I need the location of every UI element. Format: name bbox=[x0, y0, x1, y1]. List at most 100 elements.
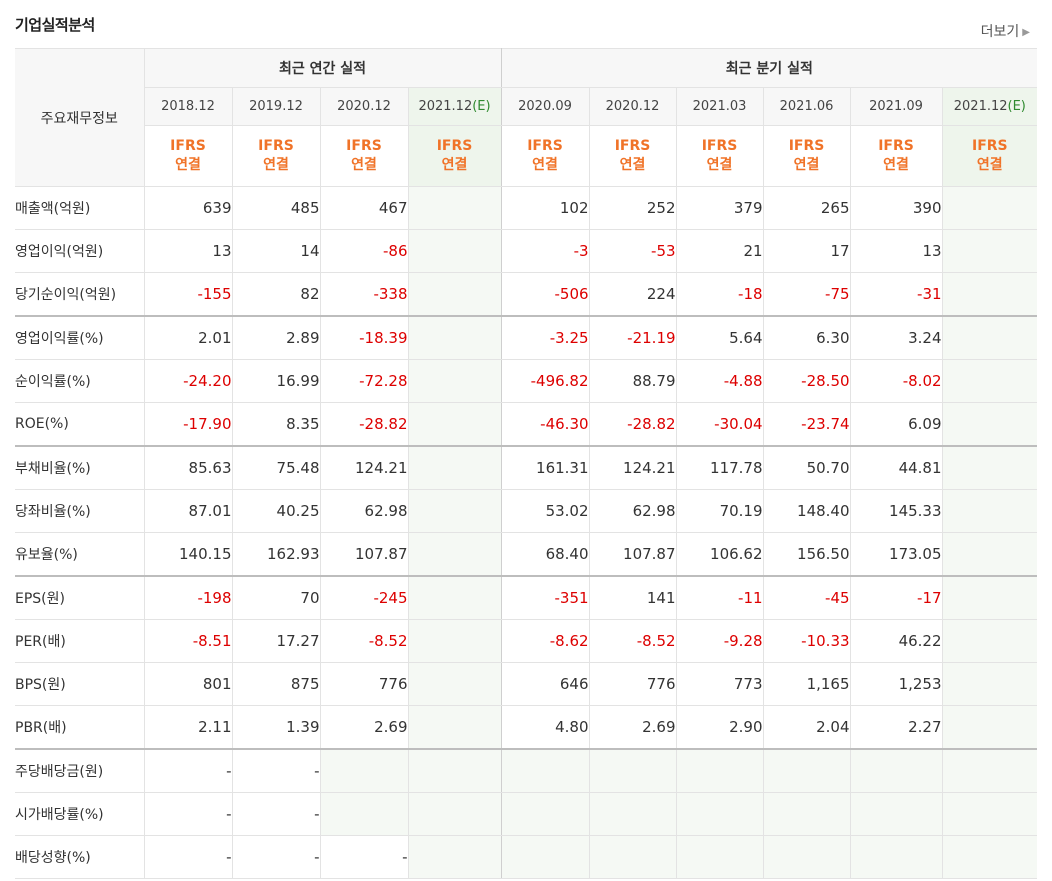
table-cell: 2.27 bbox=[849, 705, 943, 750]
table-cell bbox=[941, 835, 1038, 879]
table-cell: 140.15 bbox=[143, 532, 233, 577]
row-label: 당좌비율(%) bbox=[15, 489, 145, 533]
table-cell: 776 bbox=[319, 662, 409, 706]
table-cell: -72.28 bbox=[319, 359, 409, 403]
table-row: 유보율(%) 140.15 162.93 107.87 68.40 107.87 106.6… bbox=[15, 532, 1038, 577]
accounting-standard: IFRS 연결 bbox=[588, 125, 677, 187]
table-cell: 50.70 bbox=[762, 445, 851, 490]
table-cell bbox=[941, 315, 1038, 360]
table-cell bbox=[941, 792, 1038, 836]
table-cell: 801 bbox=[143, 662, 233, 706]
table-row: ROE(%) -17.90 8.35 -28.82 -46.30 -28.82 -30.04… bbox=[15, 402, 1038, 447]
table-cell bbox=[407, 792, 502, 836]
table-row: 시가배당률(%) - - bbox=[15, 792, 1038, 836]
table-cell: 5.64 bbox=[675, 315, 764, 360]
table-cell: -23.74 bbox=[762, 402, 851, 447]
table-cell bbox=[941, 619, 1038, 663]
table-cell: -8.52 bbox=[319, 619, 409, 663]
row-label: 영업이익률(%) bbox=[15, 315, 145, 360]
table-row: 영업이익률(%) 2.01 2.89 -18.39 -3.25 -21.19 5.64 6.3… bbox=[15, 315, 1038, 360]
accounting-standard: IFRS 연결 bbox=[319, 125, 409, 187]
table-cell bbox=[407, 748, 502, 793]
table-cell: 13 bbox=[143, 229, 233, 273]
table-cell: -8.62 bbox=[500, 619, 590, 663]
table-cell: 13 bbox=[849, 229, 943, 273]
table-cell: -245 bbox=[319, 575, 409, 620]
row-label: 유보율(%) bbox=[15, 532, 145, 577]
table-cell bbox=[407, 835, 502, 879]
table-cell: -24.20 bbox=[143, 359, 233, 403]
row-label: 부채비율(%) bbox=[15, 445, 145, 490]
table-cell: 773 bbox=[675, 662, 764, 706]
table-cell bbox=[500, 835, 590, 879]
period-label: 2021.06 bbox=[779, 99, 834, 114]
row-label: 매출액(억원) bbox=[15, 186, 145, 230]
table-cell: - bbox=[143, 792, 233, 836]
table-cell: 148.40 bbox=[762, 489, 851, 533]
table-cell bbox=[407, 575, 502, 620]
table-cell: -506 bbox=[500, 272, 590, 317]
row-label: 주당배당금(원) bbox=[15, 748, 145, 793]
table-cell: 390 bbox=[849, 186, 943, 230]
period-header: 2018.12 bbox=[144, 87, 233, 126]
table-cell: -46.30 bbox=[500, 402, 590, 447]
period-header: 2021.03 bbox=[675, 87, 764, 126]
standard-ifrs: IFRS bbox=[346, 138, 382, 154]
table-row: 부채비율(%) 85.63 75.48 124.21 161.31 124.21 117.7… bbox=[15, 445, 1038, 490]
table-cell: 2.69 bbox=[588, 705, 677, 750]
table-cell bbox=[407, 402, 502, 447]
table-cell: -86 bbox=[319, 229, 409, 273]
standard-consolidated: 연결 bbox=[532, 157, 558, 173]
quarterly-group-header: 최근 분기 실적 bbox=[500, 48, 1038, 88]
table-cell: 156.50 bbox=[762, 532, 851, 577]
table-cell: 107.87 bbox=[588, 532, 677, 577]
table-cell bbox=[941, 575, 1038, 620]
table-cell bbox=[407, 315, 502, 360]
period-label: 2021.12 bbox=[953, 99, 1008, 114]
more-link[interactable]: 더보기 ▶ bbox=[981, 21, 1030, 41]
period-header: 2020.09 bbox=[500, 87, 590, 126]
table-cell: 2.90 bbox=[675, 705, 764, 750]
table-cell bbox=[407, 186, 502, 230]
financial-summary-table: 주요재무정보 최근 연간 실적 최근 분기 실적 2018.12 2019.12 2… bbox=[15, 48, 1038, 879]
period-header: 2021.12(E) bbox=[407, 87, 502, 126]
period-header: 2020.12 bbox=[588, 87, 677, 126]
table-cell: 1,165 bbox=[762, 662, 851, 706]
table-cell: 224 bbox=[588, 272, 677, 317]
table-cell: 162.93 bbox=[231, 532, 321, 577]
table-cell: 53.02 bbox=[500, 489, 590, 533]
annual-group-header: 최근 연간 실적 bbox=[143, 48, 502, 88]
row-label: 영업이익(억원) bbox=[15, 229, 145, 273]
table-cell: -53 bbox=[588, 229, 677, 273]
table-cell: - bbox=[231, 748, 321, 793]
table-cell: 70 bbox=[231, 575, 321, 620]
table-cell bbox=[941, 532, 1038, 577]
row-label: 당기순이익(억원) bbox=[15, 272, 145, 317]
table-row: 당기순이익(억원) -155 82 -338 -506 224 -18 -75 -31 bbox=[15, 272, 1038, 317]
table-cell: 106.62 bbox=[675, 532, 764, 577]
period-label: 2020.12 bbox=[337, 99, 391, 114]
table-cell: 124.21 bbox=[588, 445, 677, 490]
table-cell: -4.88 bbox=[675, 359, 764, 403]
table-cell: -31 bbox=[849, 272, 943, 317]
accounting-standard: IFRS 연결 bbox=[231, 125, 321, 187]
table-cell bbox=[675, 835, 764, 879]
standard-consolidated: 연결 bbox=[883, 157, 909, 173]
estimate-mark: (E) bbox=[472, 99, 491, 114]
table-cell: 17 bbox=[762, 229, 851, 273]
table-cell: 2.01 bbox=[143, 315, 233, 360]
table-cell: -28.82 bbox=[319, 402, 409, 447]
table-cell: 467 bbox=[319, 186, 409, 230]
table-cell: 40.25 bbox=[231, 489, 321, 533]
table-cell: 102 bbox=[500, 186, 590, 230]
accounting-standard: IFRS 연결 bbox=[941, 125, 1038, 187]
table-cell: -8.51 bbox=[143, 619, 233, 663]
section-title: 기업실적분석 bbox=[15, 16, 95, 34]
table-cell bbox=[407, 229, 502, 273]
table-cell bbox=[407, 272, 502, 317]
table-cell: -18 bbox=[675, 272, 764, 317]
estimate-mark: (E) bbox=[1007, 99, 1026, 114]
table-cell: 4.80 bbox=[500, 705, 590, 750]
standard-ifrs: IFRS bbox=[258, 138, 294, 154]
period-header: 2019.12 bbox=[231, 87, 321, 126]
